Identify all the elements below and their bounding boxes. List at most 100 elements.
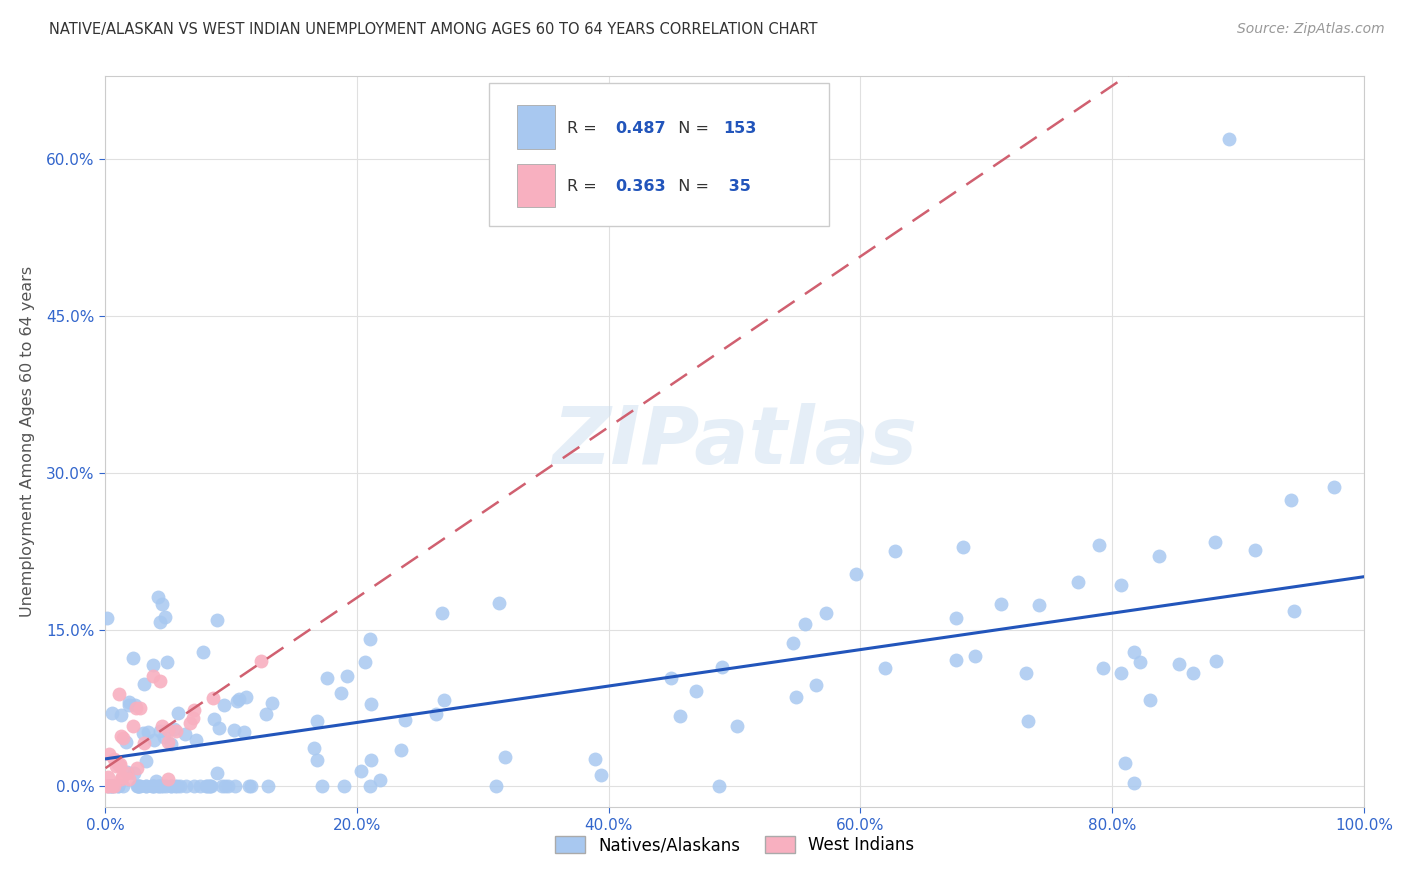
Point [433,693,456,707]
Point [1139,693,1161,707]
Point [330,685,353,699]
Point [659,672,682,686]
Point [425,706,447,721]
Point [333,780,356,794]
Point [205,613,228,627]
Point [814,606,837,620]
Point [311,780,333,794]
Point [160,737,183,751]
Point [111,770,134,784]
Text: R =: R = [567,179,602,194]
Point [307,714,329,728]
Point [200,780,222,794]
Point [202,691,225,706]
Point [354,655,377,669]
Point [135,780,157,794]
Point [1181,665,1204,680]
Point [315,671,337,685]
Point [148,590,170,604]
Point [804,678,827,692]
Point [1205,654,1227,668]
Point [225,694,247,708]
Point [111,780,134,794]
Point [157,735,180,749]
Point [197,780,219,794]
Point [200,780,222,794]
Point [360,698,382,712]
Point [159,780,181,794]
Point [208,721,231,735]
Point [711,660,734,674]
FancyBboxPatch shape [517,105,555,149]
Point [159,780,181,794]
Point [114,734,136,748]
Point [103,780,125,794]
Point [1092,661,1115,675]
Text: Source: ZipAtlas.com: Source: ZipAtlas.com [1237,22,1385,37]
Point [254,707,277,722]
Point [368,772,391,787]
Point [128,780,150,794]
Point [103,780,125,794]
Point [184,732,207,747]
Point [110,708,132,723]
Point [110,772,132,787]
Point [183,780,205,794]
Point [990,597,1012,611]
Point [153,730,176,744]
Point [668,709,690,723]
Point [156,655,179,669]
Point [1168,657,1191,671]
Point [127,780,149,794]
Point [97,770,120,784]
Point [135,780,157,794]
Point [136,724,159,739]
Point [302,741,325,756]
Point [1123,776,1146,790]
Point [238,780,260,794]
Point [224,780,246,794]
Point [194,780,217,794]
Text: R =: R = [567,121,602,136]
Point [260,696,283,710]
Text: ZIPatlas: ZIPatlas [553,402,917,481]
Point [1109,666,1132,681]
Point [183,703,205,717]
Point [108,687,131,701]
Point [191,644,214,658]
Point [107,780,129,794]
Point [97,780,120,794]
Text: N =: N = [668,121,714,136]
Point [122,765,145,780]
Point [122,650,145,665]
Point [117,772,139,787]
Point [389,743,412,757]
Point [228,692,250,706]
Point [162,723,184,737]
Legend: Natives/Alaskans, West Indians: Natives/Alaskans, West Indians [548,830,921,861]
Point [875,661,897,675]
Point [103,752,125,766]
Point [1218,131,1240,145]
Point [97,747,120,762]
Point [148,615,170,629]
Point [965,648,987,663]
Point [589,768,612,782]
Point [96,610,118,624]
Point [945,653,967,667]
Point [108,756,131,771]
Point [952,540,974,554]
Point [1284,603,1306,617]
Point [142,668,165,682]
Text: 35: 35 [723,179,751,194]
Point [1017,714,1039,729]
Point [118,698,141,712]
Text: 0.363: 0.363 [614,179,665,194]
Point [117,696,139,710]
Point [150,780,173,794]
Point [129,701,152,715]
Point [202,712,225,726]
Point [142,657,165,672]
Point [394,714,416,728]
Point [100,780,122,794]
